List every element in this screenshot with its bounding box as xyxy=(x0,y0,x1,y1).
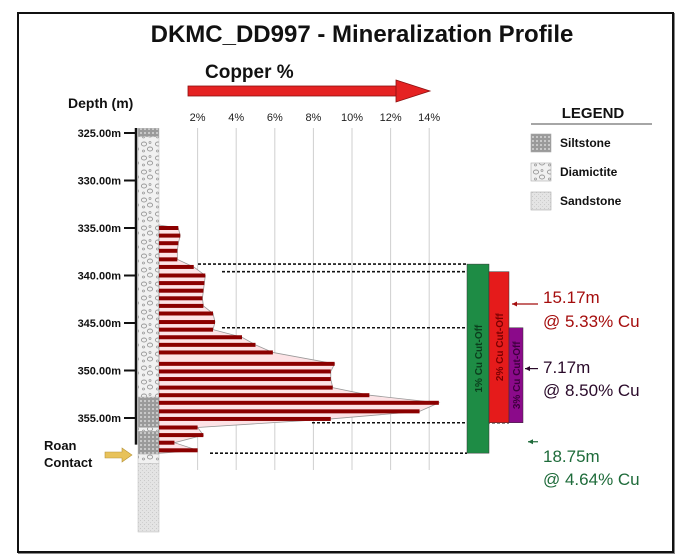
grade-bar xyxy=(159,440,175,445)
grade-bar xyxy=(159,241,179,246)
grade-bar xyxy=(159,296,203,301)
grade-bar xyxy=(159,226,179,230)
legend-label: Diamictite xyxy=(560,165,618,179)
x-tick-label: 4% xyxy=(228,112,244,124)
grade-bar xyxy=(159,400,439,405)
lithology-siltstone xyxy=(137,128,160,138)
grade-bar xyxy=(159,425,198,430)
x-tick-label: 2% xyxy=(190,112,206,124)
y-tick-label: 325.00m xyxy=(78,128,122,140)
grade-bar xyxy=(159,433,204,438)
grade-bar xyxy=(159,303,204,308)
x-axis-label: Copper % xyxy=(205,62,294,83)
y-tick-label: 330.00m xyxy=(78,176,122,188)
cutoff-label: 3% Cu Cut-Off xyxy=(512,341,523,409)
grade-bar xyxy=(159,342,256,347)
roan-arrow-icon xyxy=(104,447,133,463)
lithology-sandstone xyxy=(137,463,160,533)
grade-bar xyxy=(159,416,331,421)
lithology-siltstone xyxy=(137,396,160,428)
grade-bar xyxy=(159,257,178,262)
grade-bar xyxy=(159,377,331,382)
lithology-diamictite xyxy=(137,453,160,464)
grade-bar xyxy=(159,361,335,366)
grade-bar xyxy=(159,448,198,453)
lithology-diamictite xyxy=(137,136,160,398)
legend-swatch-siltstone xyxy=(530,133,552,153)
x-tick-label: 14% xyxy=(418,112,440,124)
arrow-head-icon xyxy=(512,301,517,307)
grade-bar xyxy=(159,320,215,325)
legend-swatch-sandstone xyxy=(530,191,552,211)
roan-contact-label: Roan xyxy=(44,438,77,453)
lithology-siltstone xyxy=(137,431,160,455)
grade-bar xyxy=(159,248,178,253)
y-tick-label: 350.00m xyxy=(78,366,122,378)
x-tick-label: 8% xyxy=(305,112,321,124)
y-tick-label: 335.00m xyxy=(78,223,122,235)
chart-frame xyxy=(17,12,674,553)
intercept-grade: @ 5.33% Cu xyxy=(543,312,640,331)
y-tick-label: 340.00m xyxy=(78,271,122,283)
y-tick-label: 355.00m xyxy=(78,413,122,425)
legend-swatch-diamictite xyxy=(530,162,552,182)
grade-bar xyxy=(159,273,206,278)
grade-bar xyxy=(159,233,181,238)
intercept-grade: @ 8.50% Cu xyxy=(543,381,640,400)
arrow-head-icon xyxy=(528,439,533,445)
cutoff-label: 1% Cu Cut-Off xyxy=(474,324,485,392)
grade-bar xyxy=(159,350,273,355)
arrow-head-icon xyxy=(525,366,530,372)
intercept-length: 18.75m xyxy=(543,447,600,466)
x-tick-label: 6% xyxy=(267,112,283,124)
y-tick-label: 345.00m xyxy=(78,318,122,330)
x-tick-label: 12% xyxy=(380,112,402,124)
grade-bar xyxy=(159,281,205,286)
roan-contact-label-2: Contact xyxy=(44,455,93,470)
grade-bar xyxy=(159,288,204,293)
intercept-length: 15.17m xyxy=(543,288,600,307)
chart-title: DKMC_DD997 - Mineralization Profile xyxy=(151,21,574,48)
grade-bar xyxy=(159,385,333,390)
legend-label: Siltstone xyxy=(560,136,611,150)
grade-bar xyxy=(159,264,194,269)
grade-bar xyxy=(159,311,214,316)
lithology-diamictite xyxy=(137,427,160,432)
cutoff-label: 2% Cu Cut-Off xyxy=(495,313,506,381)
grade-bar xyxy=(159,369,331,374)
copper-arrow-icon xyxy=(187,79,432,103)
grade-bar xyxy=(159,409,420,414)
cutoff-bar xyxy=(508,327,524,423)
grade-bar xyxy=(159,393,370,398)
grade-bar xyxy=(159,335,242,340)
x-tick-label: 10% xyxy=(341,112,363,124)
legend-title: LEGEND xyxy=(562,105,625,122)
intercept-length: 7.17m xyxy=(543,358,590,377)
intercept-grade: @ 4.64% Cu xyxy=(543,470,640,489)
legend-label: Sandstone xyxy=(560,194,622,208)
grade-bar xyxy=(159,327,214,332)
y-axis-label: Depth (m) xyxy=(68,95,133,111)
